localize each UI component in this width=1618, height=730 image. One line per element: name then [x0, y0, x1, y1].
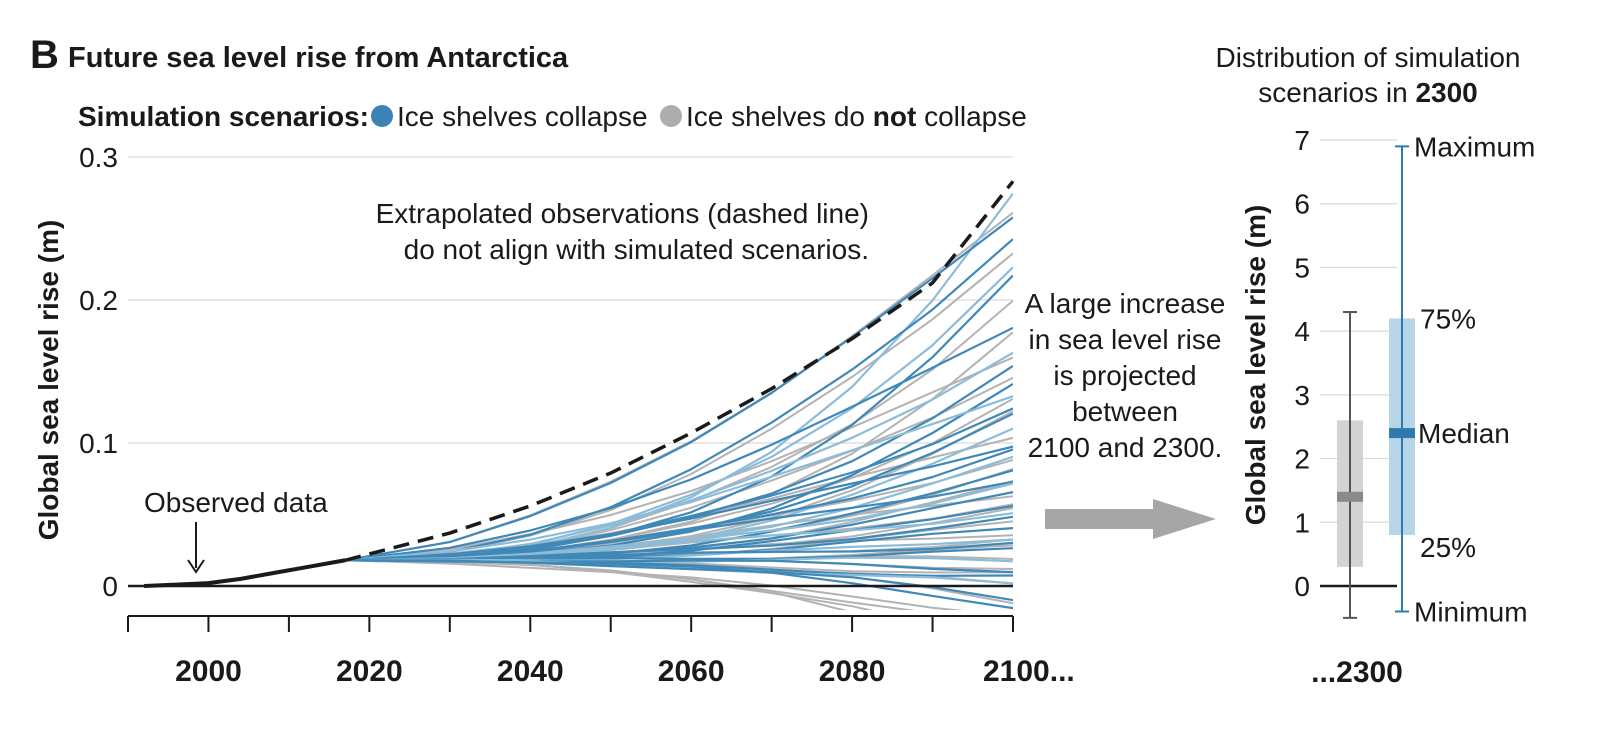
label-maximum: Maximum [1414, 131, 1535, 162]
simulation-line-collapse [345, 395, 1013, 562]
y-axis-title: Global sea level rise (m) [33, 220, 64, 541]
distribution-y-tick-label: 4 [1294, 316, 1310, 347]
label-minimum: Minimum [1414, 596, 1528, 627]
distribution-y-tick-label: 7 [1294, 125, 1310, 156]
observed-line [144, 558, 346, 588]
y-tick-label: 0.1 [79, 428, 118, 459]
distribution-y-tick-labels: 0 1 2 3 4 5 6 7 [1294, 125, 1310, 602]
simulation-line-collapse [345, 445, 1013, 562]
distribution-y-tick-label: 5 [1294, 252, 1310, 283]
x-tick-label: 2000 [175, 655, 242, 688]
annotation-observed: Observed data [144, 487, 328, 518]
increase-annotation: A large increase in sea level rise is pr… [1025, 288, 1226, 539]
simulation-line-collapse [345, 326, 1013, 562]
y-tick-labels: 0 0.1 0.2 0.3 [79, 142, 118, 602]
observed-pointer-head [187, 559, 205, 574]
legend-item-no-collapse: Ice shelves do not collapse [686, 101, 1027, 132]
simulation-line-collapse [345, 559, 1013, 610]
increase-line-3: is projected [1053, 360, 1196, 391]
observed-line-group [128, 180, 1015, 588]
increase-line-4: between [1072, 396, 1178, 427]
distribution-y-tick-label: 1 [1294, 507, 1310, 538]
x-tick-label: 2100... [983, 655, 1075, 688]
distribution-y-tick-label: 6 [1294, 189, 1310, 220]
x-tick-label: 2040 [497, 655, 564, 688]
label-median: Median [1418, 418, 1510, 449]
increase-arrow-shaft [1045, 509, 1157, 529]
legend-item-collapse: Ice shelves collapse [397, 101, 648, 132]
simulation-line-collapse [345, 238, 1013, 562]
distribution-y-axis-title: Global sea level rise (m) [1240, 205, 1271, 526]
increase-arrow-head [1153, 499, 1216, 539]
annotation-extrapolated-line2: do not align with simulated scenarios. [404, 234, 869, 265]
distribution-y-tick-label: 3 [1294, 380, 1310, 411]
annotation-extrapolated-line1: Extrapolated observations (dashed line) [376, 198, 869, 229]
increase-line-1: A large increase [1025, 288, 1226, 319]
legend-swatch-collapse [371, 105, 393, 127]
x-tick-label: 2060 [658, 655, 725, 688]
distribution-y-tick-label: 2 [1294, 444, 1310, 475]
y-tick-label: 0 [102, 571, 118, 602]
distribution-title-line2: scenarios in 2300 [1258, 77, 1477, 108]
median-no-collapse [1337, 491, 1363, 502]
simulation-line-no-collapse [345, 559, 964, 610]
distribution-title-line1: Distribution of simulation [1215, 42, 1520, 73]
distribution-panel: Distribution of simulation scenarios in … [1215, 42, 1535, 689]
increase-line-2: in sea level rise [1029, 324, 1222, 355]
simulation-line-no-collapse [345, 356, 1013, 562]
simulation-line-collapse [345, 480, 1013, 562]
y-tick-label: 0.3 [79, 142, 118, 173]
panel-letter: B [30, 33, 59, 77]
chart-title: Future sea level rise from Antarctica [68, 42, 569, 74]
distribution-y-tick-label: 0 [1294, 571, 1310, 602]
extrapolated-dashed-line [344, 180, 1015, 562]
x-axis: 2000 2020 2040 2060 2080 2100... [127, 615, 1075, 688]
legend: Simulation scenarios: Ice shelves collap… [78, 101, 1027, 132]
simulation-line-collapse [345, 216, 1013, 562]
x-tick-label: 2020 [336, 655, 403, 688]
label-75-percent: 75% [1420, 303, 1476, 334]
legend-no-collapse-bold: not [873, 101, 917, 132]
distribution-x-label: ...2300 [1311, 656, 1403, 689]
label-25-percent: 25% [1420, 532, 1476, 563]
increase-line-5: 2100 and 2300. [1028, 432, 1223, 463]
distribution-boxes: Maximum 75% Median 25% Minimum [1337, 131, 1535, 627]
y-gridlines [128, 156, 1013, 444]
legend-swatch-no-collapse [660, 105, 682, 127]
simulation-lines [345, 192, 1013, 610]
median-collapse [1389, 428, 1415, 439]
legend-label: Simulation scenarios: [78, 101, 369, 132]
y-tick-label: 0.2 [79, 285, 118, 316]
simulation-line-collapse [345, 274, 1013, 562]
distribution-title-year: 2300 [1415, 77, 1477, 108]
legend-no-collapse-pre: Ice shelves do [686, 101, 873, 132]
line-chart: 0 0.1 0.2 0.3 Global sea level rise (m) 200… [33, 142, 1075, 688]
distribution-title-pre: scenarios in [1258, 77, 1415, 108]
legend-no-collapse-post: collapse [916, 101, 1027, 132]
x-tick-label: 2080 [819, 655, 886, 688]
